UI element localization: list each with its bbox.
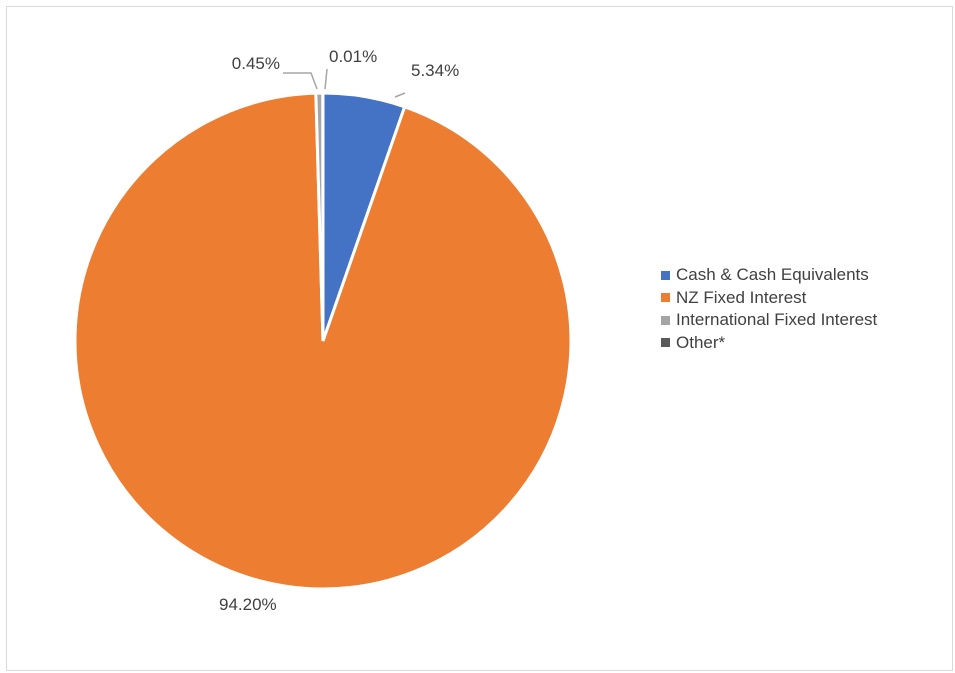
pie-chart: 5.34% 94.20% 0.45% 0.01% [73, 47, 573, 614]
legend-swatch-cash [661, 270, 670, 280]
legend-label-cash: Cash & Cash Equivalents [676, 265, 869, 285]
pie-slice-nz-fixed-interest [73, 91, 573, 591]
data-label-other: 0.01% [329, 47, 377, 66]
leader-line-international-fixed-interest [283, 72, 318, 90]
legend-item-international-fixed-interest: International Fixed Interest [661, 309, 877, 332]
leader-line-cash [394, 92, 406, 98]
leader-line-other [324, 68, 328, 90]
data-label-international-fixed-interest: 0.45% [232, 54, 280, 73]
legend-swatch-nz-fixed-interest [661, 293, 670, 303]
data-label-cash: 5.34% [411, 61, 459, 80]
legend: Cash & Cash Equivalents NZ Fixed Interes… [661, 264, 877, 354]
legend-label-international-fixed-interest: International Fixed Interest [676, 310, 878, 330]
chart-area: 5.34% 94.20% 0.45% 0.01% Cash & Cash Equiva… [6, 6, 953, 671]
legend-item-other: Other* [661, 332, 877, 355]
legend-label-other: Other* [676, 332, 726, 352]
legend-swatch-other [661, 338, 670, 348]
legend-item-nz-fixed-interest: NZ Fixed Interest [661, 287, 877, 310]
legend-label-nz-fixed-interest: NZ Fixed Interest [676, 287, 807, 307]
data-label-nz-fixed-interest: 94.20% [219, 595, 277, 614]
legend-item-cash: Cash & Cash Equivalents [661, 264, 877, 287]
legend-swatch-international-fixed-interest [661, 315, 670, 325]
